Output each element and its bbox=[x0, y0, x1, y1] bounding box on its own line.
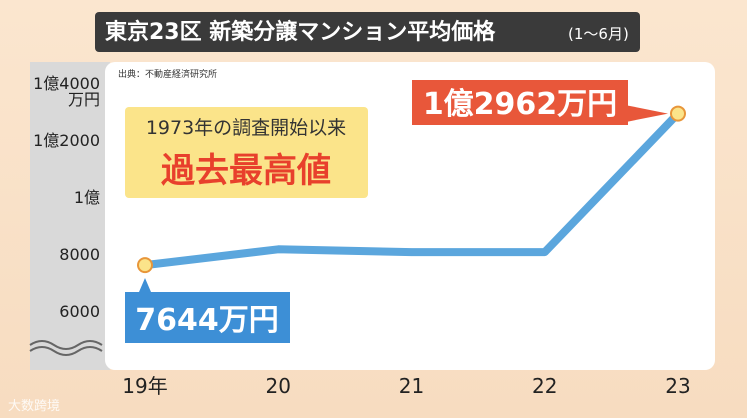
x-tick-label: 19年 bbox=[122, 374, 167, 398]
y-tick-label: 1億 bbox=[73, 188, 100, 207]
data-label: 7644万円 bbox=[135, 303, 279, 338]
x-tick-label: 20 bbox=[266, 374, 291, 398]
point bbox=[670, 105, 686, 122]
chart-title: 東京23区 新築分譲マンション平均価格 bbox=[105, 19, 496, 45]
chart-subtitle: (1〜6月) bbox=[568, 25, 629, 43]
annotation: 1973年の調査開始以来 bbox=[146, 117, 346, 139]
label-box bbox=[412, 80, 668, 125]
annotation: 過去最高値 bbox=[161, 151, 331, 191]
label-box bbox=[125, 278, 290, 343]
x-tick-label: 23 bbox=[665, 374, 690, 398]
watermark: 大数跨境 bbox=[8, 399, 60, 414]
y-tick-label: 1億4000 万円 bbox=[33, 74, 100, 109]
annotation-box bbox=[125, 107, 368, 198]
axis-strip bbox=[30, 62, 110, 370]
y-tick-label: 6000 bbox=[59, 302, 100, 321]
axis-break bbox=[29, 340, 103, 350]
axis-break bbox=[29, 346, 103, 356]
point bbox=[137, 257, 153, 274]
x-tick-label: 22 bbox=[532, 374, 557, 398]
y-tick-label: 1億2000 bbox=[33, 131, 100, 150]
data-label: 1億2962万円 bbox=[423, 87, 617, 122]
title-box bbox=[95, 12, 640, 52]
line bbox=[144, 110, 681, 270]
y-tick-label: 8000 bbox=[59, 245, 100, 264]
source: 出典：不動産経済研究所 bbox=[118, 68, 217, 80]
x-tick-label: 21 bbox=[399, 374, 424, 398]
